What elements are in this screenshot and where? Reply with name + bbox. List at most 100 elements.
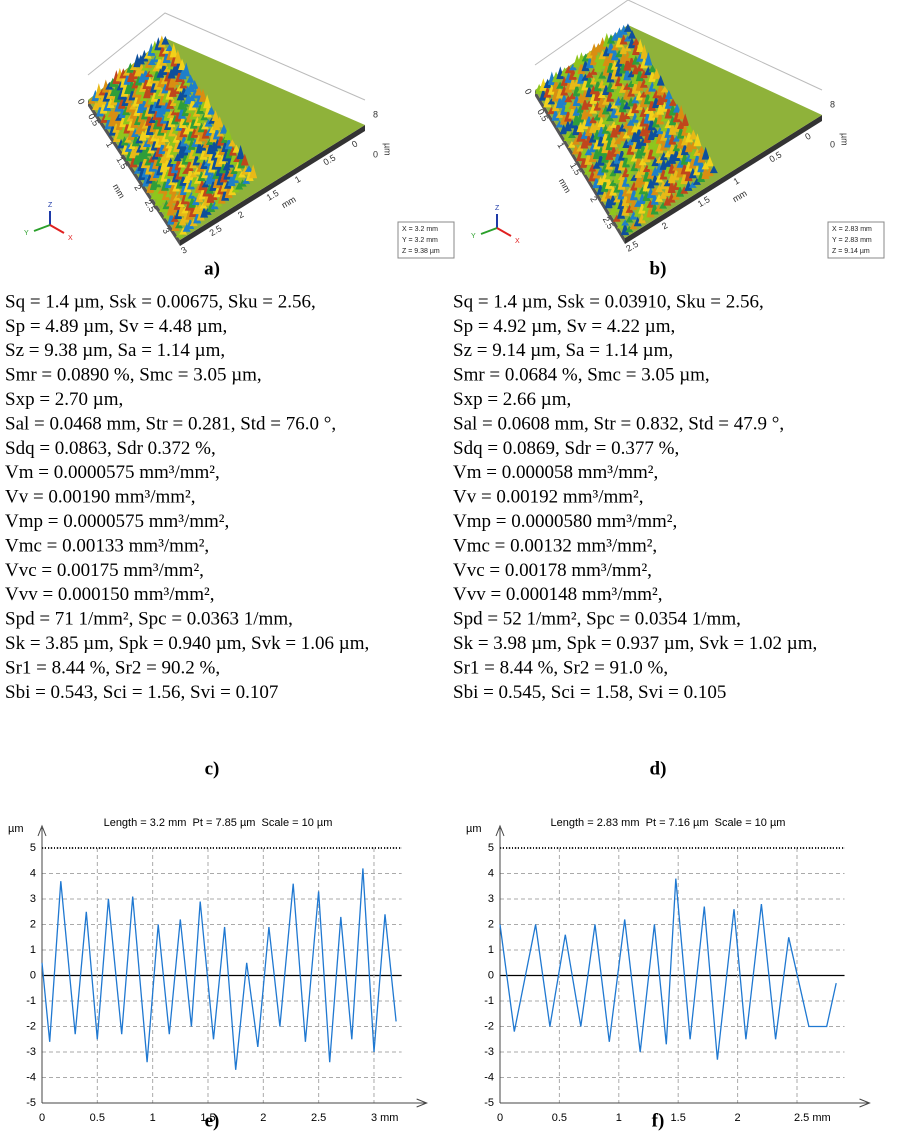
surface-texture bbox=[659, 139, 668, 151]
surface-texture bbox=[635, 63, 644, 72]
surface-texture bbox=[163, 169, 172, 179]
surface-texture bbox=[684, 160, 693, 172]
surface-texture bbox=[605, 114, 614, 122]
surface-texture bbox=[676, 120, 685, 129]
surface-texture bbox=[638, 186, 647, 195]
surface-texture bbox=[652, 68, 661, 79]
surface-texture bbox=[654, 204, 663, 212]
label: 2 bbox=[735, 1112, 741, 1124]
label: 1 bbox=[555, 141, 566, 150]
surface-texture bbox=[625, 225, 634, 233]
surface-texture bbox=[211, 110, 220, 121]
surface-texture bbox=[147, 95, 156, 105]
label: Sp = 4.89 µm, Sv = 4.48 µm, bbox=[5, 316, 227, 337]
surface-texture bbox=[642, 164, 651, 172]
surface-texture bbox=[213, 137, 222, 149]
surface-texture bbox=[179, 78, 188, 89]
label: 1.5 bbox=[671, 1112, 686, 1124]
surface-texture bbox=[200, 159, 209, 169]
surface-texture bbox=[580, 130, 589, 139]
label: 0 bbox=[497, 1112, 503, 1124]
surface-texture bbox=[219, 162, 228, 174]
label: mm bbox=[111, 182, 127, 200]
axis-arrow bbox=[37, 824, 47, 837]
surface-texture bbox=[580, 98, 589, 110]
surface-texture bbox=[145, 76, 154, 87]
surface-texture bbox=[186, 74, 195, 83]
label: X bbox=[515, 238, 520, 245]
surface-texture bbox=[667, 192, 676, 203]
surface-texture bbox=[629, 222, 638, 230]
surface-texture bbox=[652, 111, 661, 118]
surface-texture bbox=[685, 123, 694, 133]
label: X = 3.2 mm bbox=[402, 226, 438, 233]
surface-texture bbox=[597, 90, 606, 98]
surface-texture bbox=[175, 177, 184, 189]
surface-texture bbox=[593, 120, 602, 130]
surface-texture bbox=[134, 66, 143, 77]
surface-texture bbox=[193, 116, 202, 126]
label: 0 bbox=[830, 139, 835, 149]
label: f) bbox=[652, 1110, 665, 1131]
surface-texture bbox=[621, 219, 630, 226]
surface-texture bbox=[588, 132, 597, 143]
surface-texture bbox=[191, 138, 200, 148]
surface-texture bbox=[647, 160, 656, 170]
surface-texture bbox=[169, 42, 178, 58]
surface-texture bbox=[585, 71, 594, 78]
surface-texture bbox=[613, 195, 622, 203]
surface-texture bbox=[161, 35, 170, 45]
label: Spd = 52 1/mm², Spc = 0.0354 1/mm, bbox=[453, 609, 741, 630]
surface-texture bbox=[555, 111, 564, 118]
surface-texture bbox=[149, 171, 158, 181]
surface-texture bbox=[598, 79, 607, 89]
surface-texture bbox=[182, 62, 191, 77]
surface-texture bbox=[174, 207, 183, 220]
surface-texture bbox=[572, 136, 581, 145]
surface-texture bbox=[138, 81, 147, 92]
label: 4 bbox=[30, 867, 36, 879]
surface-texture bbox=[650, 186, 659, 196]
surface-texture bbox=[162, 100, 171, 112]
info-box bbox=[397, 221, 455, 259]
label: Smr = 0.0684 %, Smc = 3.05 µm, bbox=[453, 365, 710, 386]
label: Sp = 4.92 µm, Sv = 4.22 µm, bbox=[453, 316, 675, 337]
surface-texture bbox=[623, 23, 632, 32]
surface-texture bbox=[681, 113, 690, 127]
label: Vvv = 0.000150 mm³/mm², bbox=[5, 584, 214, 605]
surface-texture bbox=[639, 91, 648, 98]
surface-texture bbox=[610, 90, 619, 99]
surface-texture bbox=[605, 124, 614, 131]
surface-texture bbox=[651, 116, 660, 128]
surface-texture bbox=[605, 160, 614, 170]
surface-texture bbox=[112, 122, 121, 133]
surface-texture bbox=[644, 66, 653, 76]
surface-texture bbox=[671, 192, 680, 200]
surface-texture bbox=[693, 164, 702, 176]
surface-texture bbox=[644, 51, 653, 66]
surface-texture bbox=[648, 64, 657, 73]
label: Length = 3.2 mm Pt = 7.85 µm Scale = 10 … bbox=[104, 817, 333, 829]
label: X bbox=[68, 235, 73, 242]
surface-texture bbox=[614, 96, 623, 106]
surface-texture bbox=[597, 106, 606, 118]
label: Vmp = 0.0000580 mm³/mm², bbox=[453, 511, 677, 532]
surface-side bbox=[625, 115, 822, 244]
surface-texture bbox=[594, 53, 603, 63]
surface-texture bbox=[172, 181, 181, 192]
surface-texture bbox=[663, 196, 672, 206]
surface-texture bbox=[601, 124, 610, 134]
surface-texture bbox=[636, 38, 645, 53]
surface-texture bbox=[157, 76, 166, 87]
surface-texture bbox=[155, 49, 164, 60]
surface-texture bbox=[210, 149, 219, 161]
surface-texture bbox=[155, 155, 164, 167]
surface-texture bbox=[655, 173, 664, 183]
label: Vm = 0.000058 mm³/mm², bbox=[453, 462, 658, 483]
surface-texture bbox=[660, 101, 669, 112]
label: a) bbox=[204, 258, 220, 279]
surface-texture bbox=[100, 113, 109, 123]
surface-texture bbox=[593, 72, 602, 82]
surface-texture bbox=[655, 193, 664, 202]
